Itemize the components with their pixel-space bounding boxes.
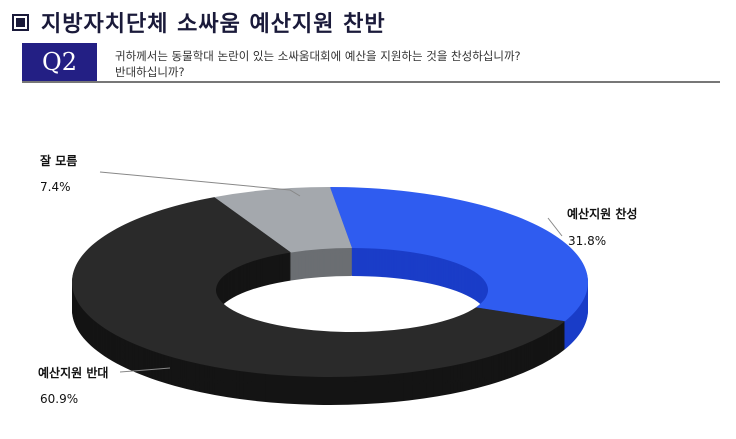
label-category-oppose: 예산지원 반대 bbox=[38, 366, 109, 380]
label-category-approve: 예산지원 찬성 bbox=[567, 207, 638, 221]
page-title: 지방자치단체 소싸움 예산지원 찬반 bbox=[12, 6, 386, 38]
slice-예산지원 반대 bbox=[71, 197, 566, 377]
slice-잘 모름 bbox=[214, 187, 352, 253]
divider bbox=[22, 81, 720, 83]
label-value-approve: 31.8% bbox=[568, 234, 607, 248]
leader-line-2 bbox=[119, 367, 171, 373]
slice-예산지원 찬성 bbox=[330, 187, 588, 322]
leader-line-1 bbox=[547, 217, 563, 237]
label-category-unknown: 잘 모름 bbox=[40, 154, 78, 168]
label-value-unknown: 7.4% bbox=[40, 180, 71, 194]
question-number-badge: Q2 bbox=[22, 43, 97, 81]
leader-line-0 bbox=[99, 171, 301, 197]
label-value-oppose: 60.9% bbox=[40, 392, 79, 406]
question-text: 귀하께서는 동물학대 논란이 있는 소싸움대회에 예산을 지원하는 것을 찬성하… bbox=[115, 49, 521, 79]
square-bullet-icon bbox=[12, 13, 29, 31]
